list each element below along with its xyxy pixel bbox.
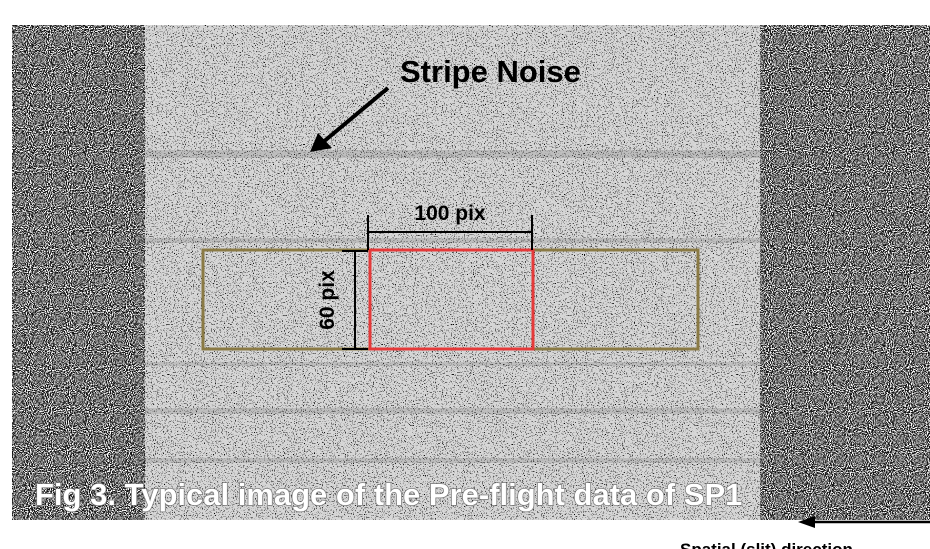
caption: Fig 3. Typical image of the Pre-flight d… [35,477,742,512]
noise-image [12,25,930,520]
dark-band-right-noise [760,25,930,520]
dark-band-left-noise [12,25,145,520]
figure: 100 pix 60 pix Stripe Noise Fig 3. Typic… [0,0,930,549]
stripe-noise-label: Stripe Noise [400,54,581,89]
width-label: 100 pix [414,202,486,225]
axis-label: Spatial (slit) direction [680,540,853,549]
page: 100 pix 60 pix Stripe Noise Fig 3. Typic… [0,0,930,549]
image-specks [145,25,760,520]
height-label: 60 pix [316,270,339,330]
